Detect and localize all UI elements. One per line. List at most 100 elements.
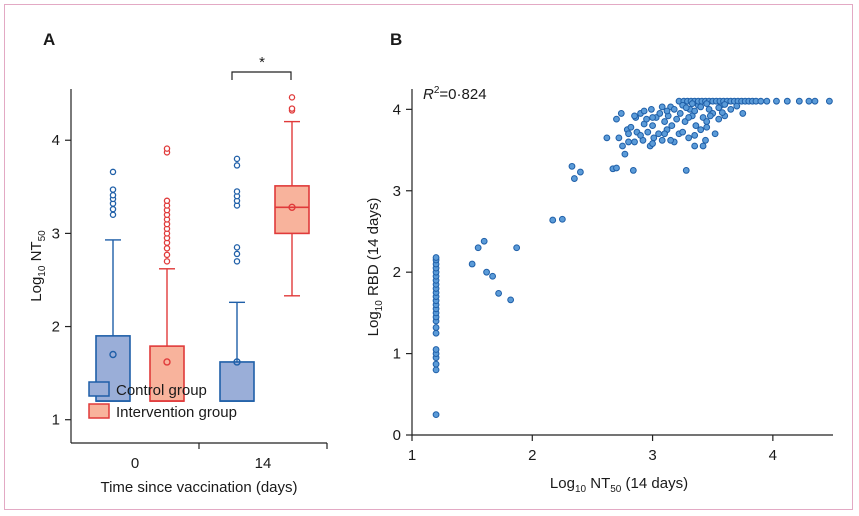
legend-swatch-control <box>88 381 110 397</box>
r-squared-sup: 2 <box>434 85 440 96</box>
scatter-point <box>432 411 440 419</box>
scatter-point <box>625 138 632 146</box>
scatter-point <box>640 107 648 115</box>
scatter-point <box>615 134 623 142</box>
panel-b-xlabel-nt: NT <box>586 475 610 492</box>
panel-b-y-tick-label: 1 <box>393 346 401 363</box>
scatter-point <box>474 244 482 252</box>
scatter-point <box>483 268 490 276</box>
scatter-point <box>631 138 638 146</box>
scatter-point <box>795 97 803 105</box>
significance-marker: * <box>259 54 265 71</box>
panel-a-y-ticks: 1 2 3 4 <box>52 132 71 429</box>
box-intervention-day-0 <box>149 145 185 402</box>
box-mean-marker <box>288 203 296 212</box>
scatter-point <box>432 324 440 331</box>
scatter-point <box>647 105 655 113</box>
scatter-point <box>699 142 707 150</box>
box-iqr <box>274 185 310 235</box>
scatter-point <box>691 142 699 150</box>
scatter-point <box>650 134 658 142</box>
scatter-point <box>757 97 765 105</box>
scatter-point <box>617 110 625 117</box>
scatter-point <box>668 122 676 130</box>
scatter-point <box>549 216 557 224</box>
panel-b-x-tick-label: 3 <box>648 447 656 464</box>
panel-a-ylabel-sub: 10 <box>37 265 48 277</box>
scatter-point <box>706 112 714 120</box>
scatter-point <box>627 123 635 131</box>
scatter-point <box>682 167 690 174</box>
scatter-point <box>468 260 476 268</box>
scatter-point <box>727 105 735 113</box>
legend-label-intervention: Intervention group <box>116 404 237 421</box>
outlier-point <box>109 168 117 176</box>
panel-b-x-tick-label: 1 <box>408 447 416 464</box>
outlier-point <box>163 245 171 252</box>
panel-a-label: A <box>43 30 55 49</box>
panel-b-label: B <box>390 30 402 49</box>
panel-b-y-tick-label: 0 <box>393 427 401 444</box>
scatter-point <box>691 132 699 139</box>
panel-b-xlabel-end: (14 days) <box>621 475 688 492</box>
panel-b-points <box>432 97 833 419</box>
panel-a-x-tick-14: 14 <box>255 455 272 472</box>
scatter-point <box>649 114 656 121</box>
outlier-point <box>233 155 241 163</box>
panel-b-y-ticks: 0 1 2 3 4 <box>393 101 412 444</box>
scatter-point <box>432 360 440 368</box>
scatter-point <box>703 123 711 131</box>
panel-a-y-tick-label: 3 <box>52 225 60 242</box>
scatter-point <box>613 115 620 123</box>
scatter-point <box>619 142 626 150</box>
scatter-point <box>432 346 440 353</box>
scatter-point <box>656 110 664 117</box>
box-mean-marker <box>233 358 241 366</box>
scatter-point <box>658 136 666 144</box>
scatter-point <box>629 167 637 174</box>
panel-b-ylabel-log: Log <box>365 311 382 336</box>
outlier-point <box>233 244 241 251</box>
scatter-point <box>432 366 440 374</box>
scatter-point <box>811 97 819 105</box>
panel-b-ylabel-sub: 10 <box>374 300 385 312</box>
panel-b-x-ticks: 1 2 3 4 <box>408 435 777 464</box>
outlier-point <box>109 191 117 199</box>
outlier-point <box>163 197 171 205</box>
panel-a-x-tick-0: 0 <box>131 455 139 472</box>
scatter-point <box>703 118 711 125</box>
scatter-point <box>692 122 700 130</box>
outlier-point <box>288 94 296 101</box>
scatter-point <box>570 175 578 182</box>
scatter-point <box>432 329 440 337</box>
scatter-point <box>643 115 650 123</box>
scatter-point <box>721 101 729 108</box>
r-squared-r: R <box>423 86 434 103</box>
box-iqr <box>95 335 131 402</box>
r-squared-value: =0·824 <box>439 86 486 103</box>
scatter-point <box>697 103 705 111</box>
outlier-point <box>109 186 117 193</box>
scatter-point <box>603 134 611 142</box>
scatter-point <box>679 128 687 136</box>
legend-swatch-intervention <box>88 403 110 419</box>
scatter-point <box>697 126 705 134</box>
panel-b-y-tick-label: 3 <box>393 183 401 200</box>
scatter-point <box>825 97 833 105</box>
panel-b-xlabel-log: Log <box>550 475 575 492</box>
outlier-point <box>233 188 241 195</box>
panel-b-ylabel-tail: RBD (14 days) <box>365 198 382 301</box>
scatter-point <box>715 115 723 123</box>
panel-b-x-tick-label: 2 <box>528 447 536 464</box>
scatter-point <box>685 114 693 121</box>
scatter-point <box>513 244 521 252</box>
outlier-point <box>233 250 241 258</box>
scatter-point <box>773 97 780 105</box>
box-mean-marker <box>163 358 171 366</box>
scatter-point <box>577 168 584 176</box>
scatter-point <box>733 102 741 110</box>
outlier-point <box>288 105 296 112</box>
